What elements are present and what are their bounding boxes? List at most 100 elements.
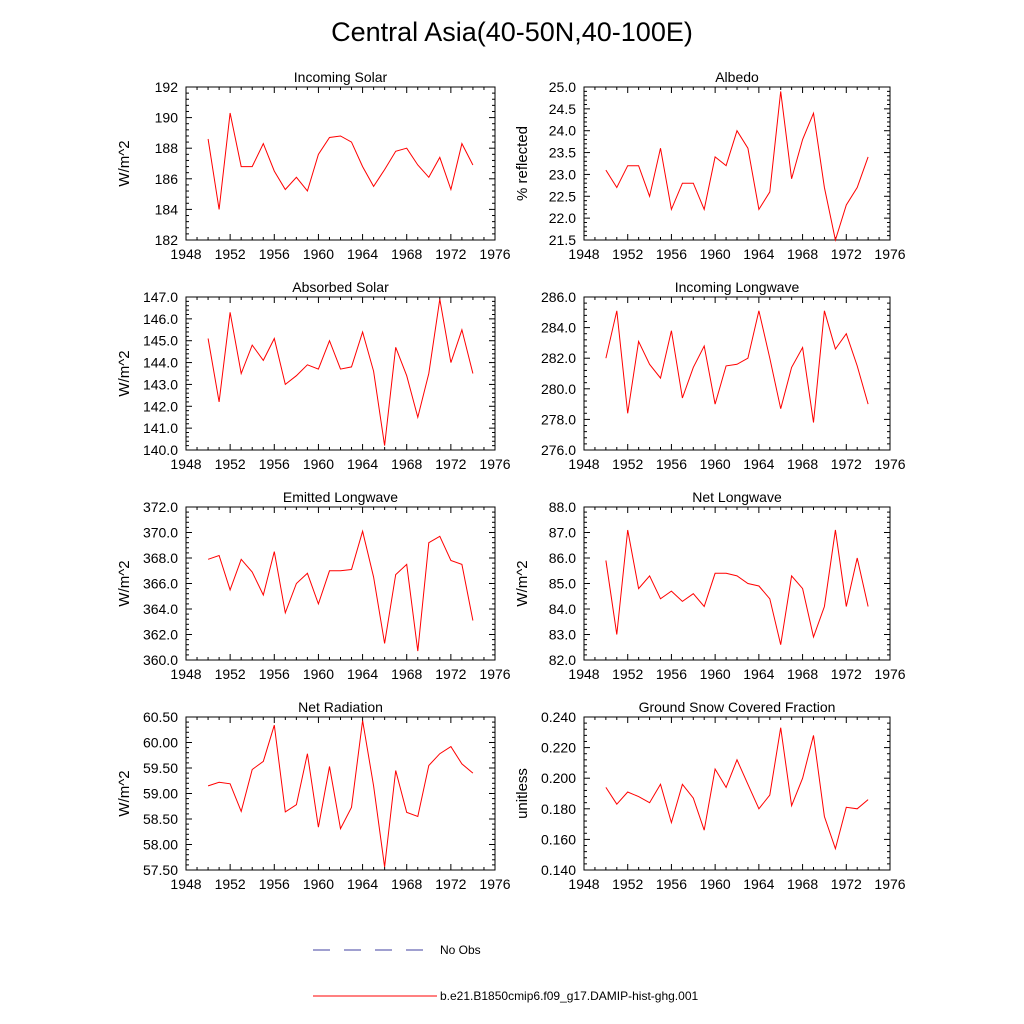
y-tick-label: 83.0	[549, 627, 576, 643]
y-tick-label: 22.5	[549, 188, 576, 204]
y-tick-label: 23.0	[549, 166, 576, 182]
y-tick-label: 60.50	[143, 709, 178, 725]
x-tick-label: 1960	[700, 246, 731, 262]
plot-frame	[185, 716, 496, 871]
series-line	[605, 91, 869, 242]
x-tick-label: 1960	[700, 666, 731, 682]
y-tick-label: 146.0	[143, 311, 178, 327]
x-tick-label: 1956	[259, 666, 290, 682]
y-tick-label: 0.200	[541, 770, 576, 786]
x-tick-label: 1956	[259, 876, 290, 892]
y-tick-label: 190	[155, 110, 179, 126]
y-tick-label: 372.0	[143, 499, 178, 515]
x-tick-label: 1972	[831, 456, 862, 472]
y-tick-label: 86.0	[549, 550, 576, 566]
x-tick-label: 1972	[831, 876, 862, 892]
y-tick-label: 366.0	[143, 576, 178, 592]
y-tick-label: 59.00	[143, 786, 178, 802]
y-tick-label: 284.0	[541, 320, 576, 336]
y-axis-label: W/m^2	[116, 770, 133, 816]
x-tick-label: 1968	[391, 666, 422, 682]
x-tick-label: 1948	[568, 246, 599, 262]
panel-emitted-longwave: Emitted Longwave W/m^2 1948 1952 1956 1960 196…	[116, 489, 511, 682]
x-tick-label: 1976	[874, 666, 905, 682]
legend-label-no-obs: No Obs	[440, 943, 481, 957]
x-tick-label: 1960	[303, 246, 334, 262]
y-tick-label: 147.0	[143, 289, 178, 305]
x-tick-label: 1956	[656, 456, 687, 472]
x-tick-label: 1964	[743, 876, 774, 892]
panel-title: Incoming Longwave	[675, 279, 800, 295]
x-tick-label: 1972	[435, 246, 466, 262]
y-tick-label: 144.0	[143, 355, 178, 371]
plot-frame	[583, 296, 891, 451]
y-tick-label: 25.0	[549, 79, 576, 95]
x-tick-label: 1952	[612, 876, 643, 892]
panel-title: Incoming Solar	[294, 69, 388, 85]
legend-label-model-run: b.e21.B1850cmip6.f09_g17.DAMIP-hist-ghg.…	[440, 989, 698, 1003]
x-tick-label: 1952	[215, 666, 246, 682]
x-tick-label: 1968	[787, 666, 818, 682]
x-tick-label: 1964	[347, 456, 378, 472]
y-tick-label: 60.00	[143, 735, 178, 751]
y-tick-label: 276.0	[541, 442, 576, 458]
x-tick-label: 1976	[479, 666, 510, 682]
x-tick-label: 1972	[435, 666, 466, 682]
y-tick-label: 0.160	[541, 831, 576, 847]
x-tick-label: 1948	[568, 876, 599, 892]
x-tick-label: 1968	[787, 456, 818, 472]
x-tick-label: 1952	[215, 246, 246, 262]
y-tick-label: 143.0	[143, 376, 178, 392]
x-tick-label: 1960	[700, 456, 731, 472]
x-tick-label: 1968	[391, 876, 422, 892]
x-tick-label: 1952	[215, 876, 246, 892]
panel-title: Ground Snow Covered Fraction	[639, 699, 836, 715]
panel-net-longwave: Net Longwave W/m^2 1948 1952 1956 1960 1964 196…	[514, 489, 906, 682]
panel-incoming-longwave: Incoming Longwave 1948 1952 1956 1960 1964 196…	[541, 279, 906, 472]
series-line	[207, 720, 474, 867]
y-tick-label: 0.240	[541, 709, 576, 725]
x-tick-label: 1968	[787, 876, 818, 892]
y-tick-label: 280.0	[541, 381, 576, 397]
x-tick-label: 1976	[479, 876, 510, 892]
panel-title: Net Longwave	[692, 489, 782, 505]
y-tick-label: 188	[155, 140, 179, 156]
y-tick-label: 364.0	[143, 601, 178, 617]
x-tick-label: 1968	[391, 246, 422, 262]
panel-title: Albedo	[715, 69, 759, 85]
x-tick-label: 1952	[612, 246, 643, 262]
series-line	[605, 529, 869, 645]
y-tick-label: 192	[155, 79, 179, 95]
y-tick-label: 140.0	[143, 442, 178, 458]
x-tick-label: 1976	[479, 246, 510, 262]
x-tick-label: 1972	[831, 246, 862, 262]
y-tick-label: 59.50	[143, 760, 178, 776]
y-tick-label: 141.0	[143, 420, 178, 436]
x-tick-label: 1960	[700, 876, 731, 892]
y-tick-label: 184	[155, 201, 179, 217]
x-tick-label: 1948	[568, 456, 599, 472]
y-tick-label: 88.0	[549, 499, 576, 515]
x-tick-label: 1964	[347, 666, 378, 682]
x-tick-label: 1976	[479, 456, 510, 472]
x-tick-label: 1948	[170, 246, 201, 262]
plot-frame	[583, 86, 891, 241]
panels: Incoming Solar W/m^2 1948 1952 1956 1960 1964 1…	[116, 69, 906, 892]
y-tick-label: 370.0	[143, 525, 178, 541]
y-tick-label: 22.0	[549, 210, 576, 226]
panel-incoming-solar: Incoming Solar W/m^2 1948 1952 1956 1960 1964 1…	[116, 69, 511, 262]
y-tick-label: 21.5	[549, 232, 576, 248]
y-tick-label: 85.0	[549, 576, 576, 592]
x-tick-label: 1964	[347, 246, 378, 262]
y-tick-label: 360.0	[143, 652, 178, 668]
y-tick-label: 24.5	[549, 101, 576, 117]
plot-frame	[583, 506, 891, 661]
legend-entry-model-run: b.e21.B1850cmip6.f09_g17.DAMIP-hist-ghg.…	[313, 989, 698, 1003]
series-line	[207, 112, 474, 210]
x-tick-label: 1956	[656, 666, 687, 682]
plot-frame	[185, 296, 496, 451]
series-line	[605, 310, 869, 423]
panel-title: Net Radiation	[298, 699, 383, 715]
y-tick-label: 58.50	[143, 811, 178, 827]
